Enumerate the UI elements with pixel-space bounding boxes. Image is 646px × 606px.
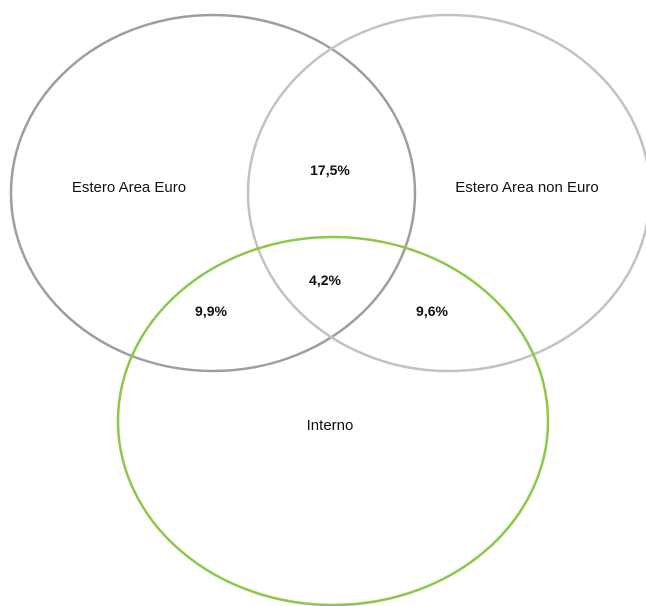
circle-estero-area-euro xyxy=(9,13,417,373)
value-all-three: 4,2% xyxy=(309,272,341,288)
label-estero-area-non-euro: Estero Area non Euro xyxy=(455,179,598,196)
label-interno: Interno xyxy=(307,417,354,434)
label-estero-area-euro: Estero Area Euro xyxy=(72,179,186,196)
value-euro-non-euro: 17,5% xyxy=(310,162,350,178)
value-euro-interno: 9,9% xyxy=(195,303,227,319)
circle-interno xyxy=(116,235,550,606)
circle-estero-area-non-euro xyxy=(246,13,646,373)
value-non-euro-interno: 9,6% xyxy=(416,303,448,319)
